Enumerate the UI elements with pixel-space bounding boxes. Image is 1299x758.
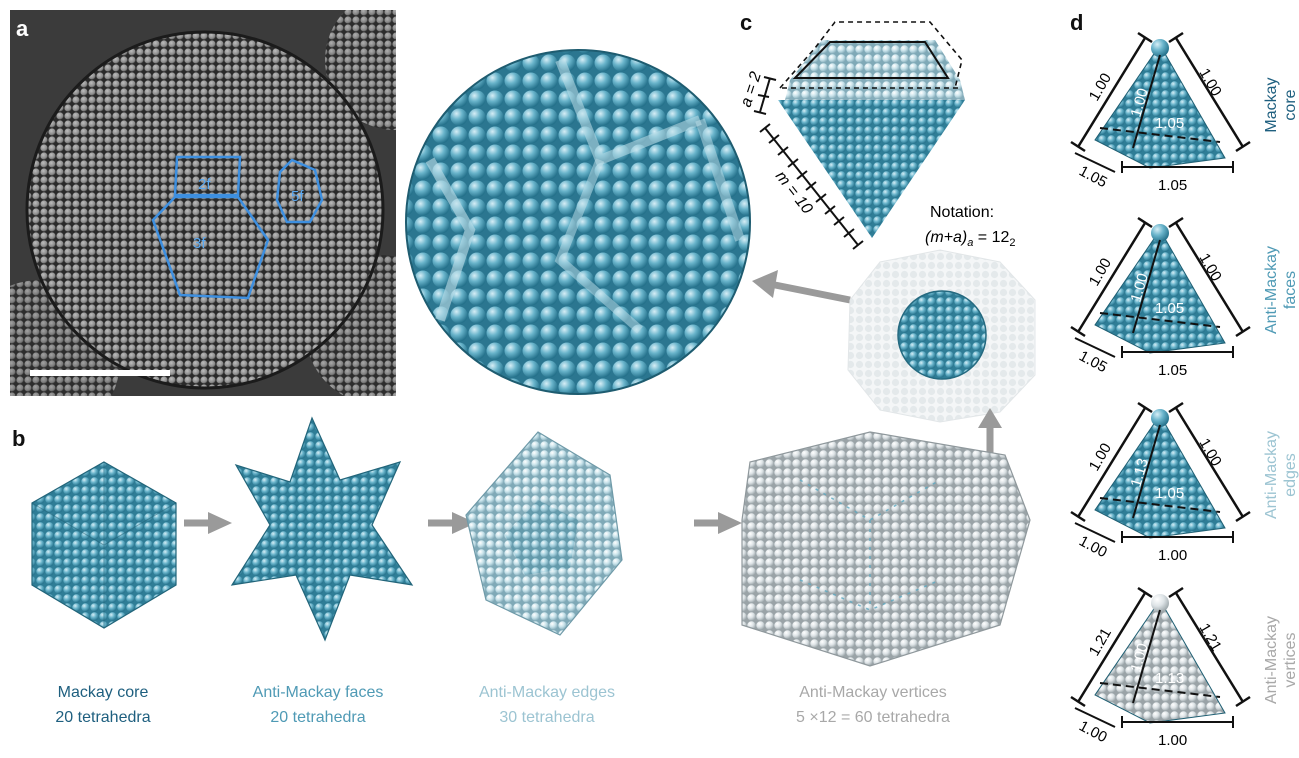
- measure-bottom-edge: 1.05: [1158, 177, 1187, 194]
- ghost-shell-cluster: [847, 249, 1036, 423]
- label-m-equals-10: m = 10: [772, 168, 816, 217]
- caption-faces-title: Anti-Mackay faces: [253, 684, 384, 701]
- tetrahedron-row-3: Anti-Mackay edges: [1070, 401, 1299, 543]
- caption-vertices-count: 5 ×12 = 60 tetrahedra: [796, 709, 950, 726]
- apex-sphere: [1151, 224, 1169, 242]
- caption-faces-count: 20 tetrahedra: [270, 709, 365, 726]
- measure-right-edge: 1.21: [1196, 621, 1225, 655]
- arrow-stage-3-4: [694, 512, 742, 534]
- anti-mackay-vertices-cluster: [742, 432, 1030, 666]
- measure-face-edge: 1.05: [1155, 115, 1184, 132]
- apex-sphere: [1151, 409, 1169, 427]
- arrow-stage-1-2: [184, 512, 232, 534]
- panel-b: b: [12, 416, 1031, 667]
- caption-edges-title: Anti-Mackay edges: [479, 684, 615, 701]
- row-label: Anti-Mackay faces: [1263, 246, 1299, 334]
- tetrahedron: [1094, 44, 1226, 169]
- notation-formula: (m+a)a = 122: [925, 229, 1016, 249]
- apex-sphere: [1151, 39, 1169, 57]
- scale-bar: [30, 370, 170, 376]
- measure-left-edge: 1.00: [1086, 70, 1115, 104]
- tetrahedron: [1094, 414, 1226, 539]
- measure-left-edge: 1.00: [1086, 255, 1115, 289]
- ruler-m: [759, 123, 864, 250]
- measure-face-edge: 1.13: [1155, 670, 1184, 687]
- arrow-up-to-ghost: [978, 408, 1002, 455]
- region-outline-3f: [151, 195, 270, 300]
- tetrahedron-row-4: Anti-Mackay vertices: [1070, 586, 1299, 728]
- panel-c: c a = 2: [738, 10, 1016, 250]
- region-outline-2f: [173, 155, 242, 197]
- region-label-5f: 5f: [291, 188, 304, 205]
- arrow-to-large-cluster: [752, 270, 851, 304]
- stage-captions: Mackay core 20 tetrahedra Anti-Mackay fa…: [55, 684, 950, 726]
- caption-edges-count: 30 tetrahedra: [499, 709, 594, 726]
- measure-bottom-edge: 1.05: [1158, 362, 1187, 379]
- panel-letter-d: d: [1070, 10, 1083, 35]
- caption-mackay-core-count: 20 tetrahedra: [55, 709, 150, 726]
- sem-micrograph: [10, 10, 396, 396]
- label-a-equals-2: a = 2: [738, 70, 765, 110]
- panel-a: a 2f 3f 5f: [10, 10, 396, 396]
- measure-right-edge: 1.00: [1196, 66, 1225, 100]
- region-label-2f: 2f: [198, 176, 211, 193]
- tetrahedron: [1094, 229, 1226, 354]
- anti-mackay-faces-cluster: [232, 418, 412, 640]
- measure-face-edge: 1.05: [1155, 485, 1184, 502]
- measure-face-edge: 1.05: [1155, 300, 1184, 317]
- arrow-stage-2-3: [428, 512, 476, 534]
- region-label-3f: 3f: [193, 235, 206, 252]
- row-label: Mackay core: [1263, 77, 1299, 132]
- cluster-render-large: [405, 49, 751, 395]
- caption-mackay-core-title: Mackay core: [58, 684, 149, 701]
- measure-bottom-edge: 1.00: [1158, 547, 1187, 564]
- tetrahedron-row-1: Mackay core: [1070, 31, 1299, 173]
- measure-right-edge: 1.00: [1196, 251, 1225, 285]
- measure-bottom-edge: 1.00: [1158, 732, 1187, 749]
- ruler-a: [753, 76, 777, 115]
- panel-letter-a: a: [16, 16, 29, 41]
- panel-letter-b: b: [12, 426, 25, 451]
- panel-letter-c: c: [740, 10, 752, 35]
- measure-left-edge: 1.21: [1086, 625, 1115, 659]
- measure-left-edge: 1.00: [1086, 440, 1115, 474]
- notation-title: Notation:: [930, 204, 994, 221]
- core-pyramid: [778, 100, 965, 238]
- facet-outline: [792, 41, 950, 79]
- panel-d: d Mackay core 1.00 1.00 1.00 1.05 1.05 1.05 Anti…: [1070, 10, 1299, 749]
- row-label: Anti-Mackay edges: [1263, 431, 1299, 519]
- apex-sphere: [1151, 594, 1169, 612]
- measure-right-edge: 1.00: [1196, 436, 1225, 470]
- row-label: Anti-Mackay vertices: [1263, 616, 1299, 704]
- caption-vertices-title: Anti-Mackay vertices: [799, 684, 947, 701]
- region-outline-5f: [275, 158, 324, 224]
- surface-cap: [790, 40, 960, 80]
- tetrahedron: [1094, 599, 1226, 724]
- tetrahedron-row-2: Anti-Mackay faces: [1070, 216, 1299, 358]
